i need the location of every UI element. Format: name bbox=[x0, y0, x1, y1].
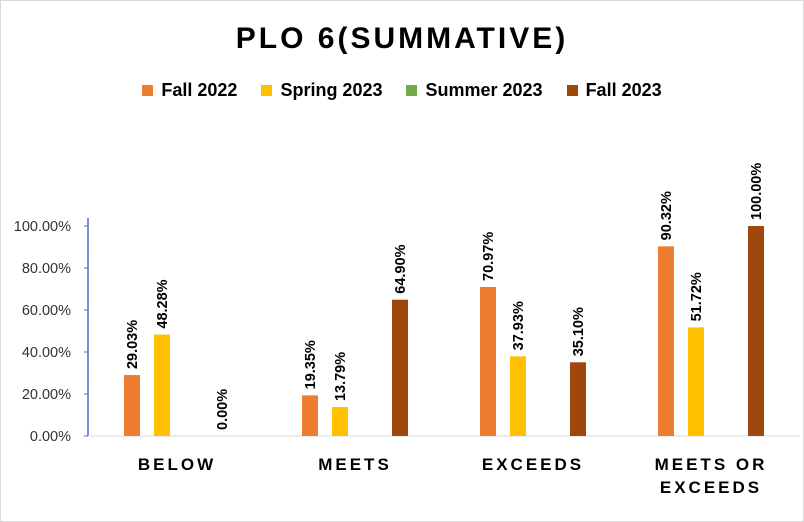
data-label: 51.72% bbox=[689, 272, 705, 321]
bar bbox=[748, 226, 764, 436]
y-tick-label: 60.00% bbox=[22, 303, 71, 319]
data-label: 0.00% bbox=[215, 389, 231, 430]
y-tick-label: 20.00% bbox=[22, 387, 71, 403]
legend-swatch bbox=[261, 85, 273, 96]
bar bbox=[124, 375, 140, 436]
bar bbox=[332, 407, 348, 436]
bar bbox=[154, 334, 170, 436]
x-category-label: MEETS OR bbox=[655, 455, 768, 474]
x-category-label: EXCEEDS bbox=[660, 478, 762, 497]
data-label: 13.79% bbox=[333, 352, 349, 401]
data-label: 90.32% bbox=[659, 191, 675, 240]
data-label: 64.90% bbox=[393, 244, 409, 293]
legend-item-spring-2023: Spring 2023 bbox=[261, 80, 382, 101]
bar bbox=[658, 246, 674, 436]
legend: Fall 2022 Spring 2023 Summer 2023 Fall 2… bbox=[0, 80, 804, 101]
legend-swatch bbox=[142, 85, 154, 96]
legend-swatch bbox=[406, 85, 418, 96]
data-label: 48.28% bbox=[155, 279, 171, 328]
bar bbox=[480, 286, 496, 436]
legend-item-fall-2023: Fall 2023 bbox=[566, 80, 662, 101]
x-category-label: EXCEEDS bbox=[482, 455, 584, 474]
legend-label: Summer 2023 bbox=[425, 80, 543, 100]
legend-label: Fall 2022 bbox=[161, 80, 238, 100]
data-label: 35.10% bbox=[571, 307, 587, 356]
bar bbox=[392, 299, 408, 436]
data-label: 100.00% bbox=[749, 163, 765, 220]
bar bbox=[302, 395, 318, 436]
legend-item-fall-2022: Fall 2022 bbox=[142, 80, 237, 101]
y-tick-label: 40.00% bbox=[22, 345, 71, 361]
legend-swatch bbox=[566, 85, 578, 96]
data-label: 19.35% bbox=[303, 340, 319, 389]
data-label: 29.03% bbox=[125, 320, 141, 369]
bar bbox=[570, 362, 586, 436]
data-label: 37.93% bbox=[511, 301, 527, 350]
x-category-label: BELOW bbox=[138, 455, 216, 474]
legend-item-summer-2023: Summer 2023 bbox=[406, 80, 543, 101]
chart-title: PLO 6(SUMMATIVE) bbox=[235, 22, 569, 55]
y-tick-label: 0.00% bbox=[30, 429, 71, 445]
bar bbox=[510, 356, 526, 436]
data-label: 70.97% bbox=[481, 232, 497, 281]
bar bbox=[688, 327, 704, 436]
x-category-label: MEETS bbox=[318, 455, 392, 474]
y-tick-label: 80.00% bbox=[22, 261, 71, 277]
y-tick-label: 100.00% bbox=[14, 219, 71, 235]
legend-label: Fall 2023 bbox=[585, 80, 662, 100]
legend-label: Spring 2023 bbox=[280, 80, 383, 100]
